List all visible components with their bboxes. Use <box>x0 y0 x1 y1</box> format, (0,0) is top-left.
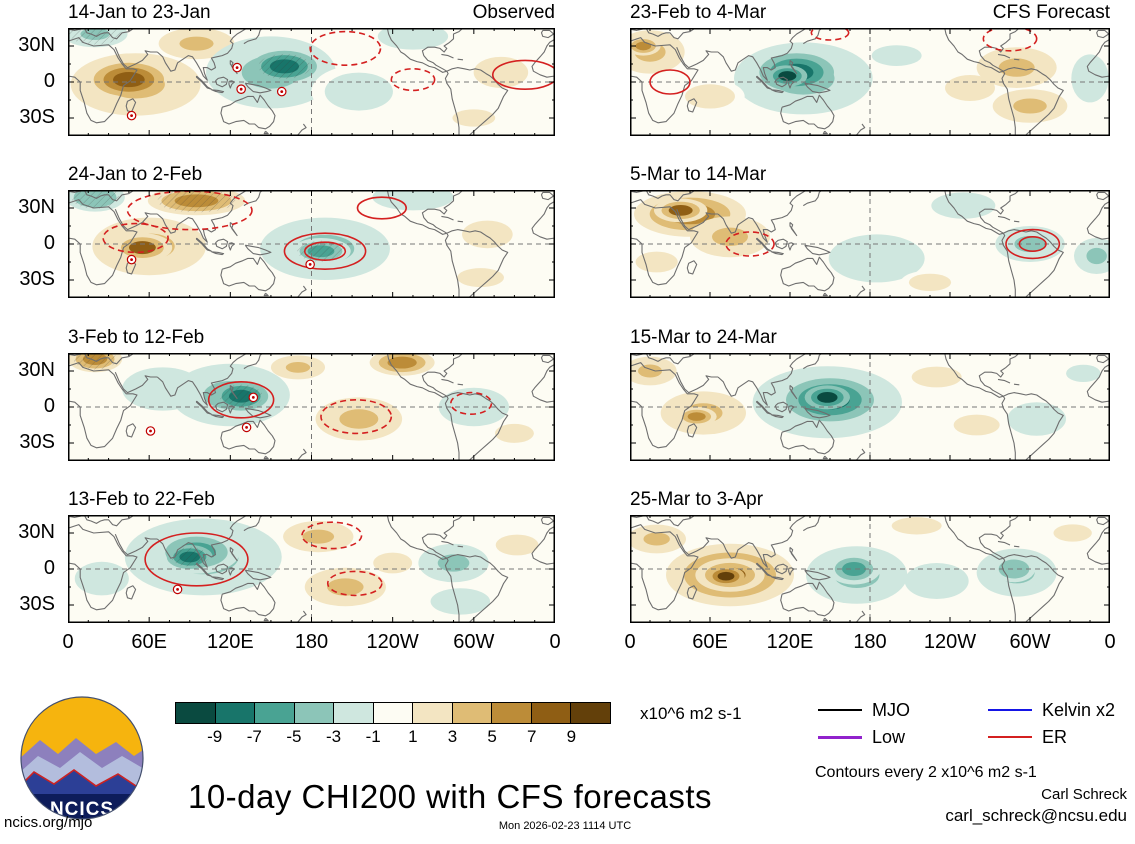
panel-period: 25-Mar to 3-Apr <box>630 489 764 510</box>
colorbar-tick-label: 9 <box>566 727 577 746</box>
legend-label: Kelvin x2 <box>1042 699 1116 720</box>
colorbar-segment <box>571 703 611 723</box>
lon-tick-label: 0 <box>62 631 74 653</box>
map-panel <box>68 515 555 623</box>
panel-period: 23-Feb to 4-Mar <box>630 2 767 23</box>
colorbar-tick-label: -5 <box>286 727 302 746</box>
timestamp: Mon 2026-02-23 1114 UTC <box>498 820 632 832</box>
legend-line <box>818 709 862 711</box>
lat-tick-label: 0 <box>43 232 55 254</box>
lon-tick-label: 60W <box>1009 631 1051 653</box>
colorbar-segment <box>294 703 335 723</box>
lon-tick-label: 0 <box>1104 631 1116 653</box>
lat-tick-label: 30S <box>19 268 55 290</box>
panel-title: 13-Feb to 22-Feb <box>68 489 555 513</box>
legend-line <box>988 709 1032 711</box>
lon-tick-label: 60E <box>131 631 167 653</box>
colorbar-segment <box>373 703 414 723</box>
legend-line <box>818 735 862 739</box>
panel-title: 3-Feb to 12-Feb <box>68 327 555 351</box>
credit-name: Carl Schreck <box>1041 786 1127 803</box>
panel-title: 24-Jan to 2-Feb <box>68 164 555 188</box>
lat-tick-label: 30S <box>19 106 55 128</box>
lon-tick-label: 120W <box>366 631 419 653</box>
colorbar <box>175 702 611 724</box>
panel-title: 15-Mar to 24-Mar <box>630 327 1110 351</box>
site-link: ncics.org/mjo <box>4 814 93 831</box>
colorbar-tick-label: 3 <box>447 727 458 746</box>
lon-tick-label: 60E <box>692 631 728 653</box>
colorbar-tick-label: -1 <box>365 727 381 746</box>
ncics-logo: NCICS <box>20 696 144 820</box>
colorbar-tick-label: 1 <box>408 727 418 746</box>
lat-tick-label: 30S <box>19 593 55 615</box>
map-panel <box>630 28 1110 136</box>
lat-tick-label: 30N <box>18 34 55 56</box>
panel-title: 23-Feb to 4-Mar CFS Forecast <box>630 2 1110 26</box>
panel-period: 14-Jan to 23-Jan <box>68 2 211 23</box>
panel-period: 5-Mar to 14-Mar <box>630 164 767 185</box>
lat-tick-label: 0 <box>43 557 55 579</box>
colorbar-tick-label: -7 <box>246 727 262 746</box>
colorbar-segment <box>452 703 493 723</box>
map-panel <box>68 353 555 461</box>
figure-title: 10-day CHI200 with CFS forecasts <box>187 778 713 815</box>
logo-mountains: NCICS <box>21 738 143 820</box>
column-header: Observed <box>472 2 555 23</box>
colorbar-tick-label: 5 <box>487 727 497 746</box>
lon-tick-label: 0 <box>549 631 561 653</box>
legend-line <box>988 736 1032 738</box>
lon-tick-label: 120E <box>206 631 254 653</box>
column-header: CFS Forecast <box>992 2 1110 23</box>
colorbar-segment <box>255 703 295 723</box>
panel-period: 24-Jan to 2-Feb <box>68 164 203 185</box>
map-panel <box>68 28 555 136</box>
colorbar-segment <box>492 703 532 723</box>
colorbar-segment <box>176 703 216 723</box>
panel-period: 3-Feb to 12-Feb <box>68 327 205 348</box>
colorbar-unit-label: x10^6 m2 s-1 <box>640 704 742 723</box>
map-panel <box>630 515 1110 623</box>
legend-item-kelvin-x2: Kelvin x2 <box>988 700 1115 720</box>
credit-email: carl_schreck@ncsu.edu <box>945 806 1127 825</box>
map-panel <box>630 353 1110 461</box>
map-panel <box>630 190 1110 298</box>
logo-text: NCICS <box>50 799 114 820</box>
legend-item-er: ER <box>988 727 1067 747</box>
lon-tick-label: 0 <box>624 631 636 653</box>
lon-tick-label: 120W <box>923 631 977 653</box>
legend-label: MJO <box>872 699 910 720</box>
panel-title: 14-Jan to 23-Jan Observed <box>68 2 555 26</box>
legend-label: Low <box>872 726 906 747</box>
colorbar-tick-label: -3 <box>325 727 342 746</box>
panel-period: 13-Feb to 22-Feb <box>68 489 215 510</box>
colorbar-segment <box>215 703 256 723</box>
lon-tick-label: 60W <box>453 631 495 653</box>
lat-tick-label: 0 <box>43 395 55 417</box>
lon-tick-label: 180 <box>853 631 887 653</box>
colorbar-tick-label: 7 <box>526 727 537 746</box>
lon-tick-label: 120E <box>766 631 814 653</box>
lon-tick-label: 180 <box>294 631 329 653</box>
panel-title: 25-Mar to 3-Apr <box>630 489 1110 513</box>
panel-title: 5-Mar to 14-Mar <box>630 164 1110 188</box>
colorbar-segment <box>334 703 374 723</box>
panel-period: 15-Mar to 24-Mar <box>630 327 777 348</box>
lat-tick-label: 0 <box>43 70 55 92</box>
lat-tick-label: 30S <box>19 431 55 453</box>
lat-tick-label: 30N <box>18 521 55 543</box>
lat-tick-label: 30N <box>18 359 55 381</box>
legend-item-mjo: MJO <box>818 700 910 720</box>
contours-note: Contours every 2 x10^6 m2 s-1 <box>815 764 1037 781</box>
legend-label: ER <box>1042 726 1068 747</box>
map-panel <box>68 190 555 298</box>
legend-item-low: Low <box>818 727 905 747</box>
lat-tick-label: 30N <box>18 196 55 218</box>
colorbar-segment <box>413 703 453 723</box>
colorbar-segment <box>531 703 572 723</box>
colorbar-tick-label: -9 <box>207 727 223 746</box>
